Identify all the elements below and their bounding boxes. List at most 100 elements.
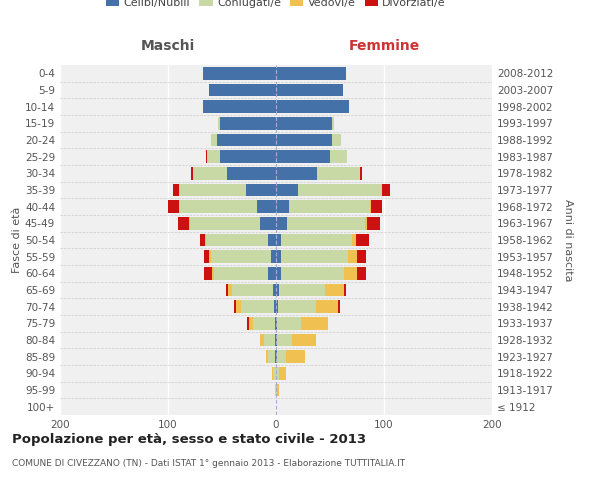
Bar	[325, 284, 344, 296]
Bar	[276, 117, 332, 130]
Bar	[193, 167, 227, 179]
Bar	[214, 267, 268, 280]
Bar	[332, 117, 334, 130]
Bar	[211, 134, 217, 146]
Bar	[260, 217, 276, 230]
Bar	[234, 300, 236, 313]
Bar	[276, 217, 287, 230]
Bar	[247, 317, 249, 330]
Bar	[257, 200, 276, 213]
Bar	[246, 184, 276, 196]
Bar	[286, 350, 305, 363]
Bar	[279, 284, 325, 296]
Bar	[229, 284, 232, 296]
Bar	[276, 350, 277, 363]
Bar	[277, 384, 279, 396]
Text: Femmine: Femmine	[349, 40, 419, 54]
Bar	[206, 234, 268, 246]
Bar	[212, 267, 214, 280]
Bar	[356, 234, 369, 246]
Bar	[357, 250, 365, 263]
Bar	[349, 250, 357, 263]
Bar	[272, 367, 273, 380]
Bar	[276, 184, 298, 196]
Bar	[203, 100, 276, 113]
Bar	[332, 134, 341, 146]
Bar	[168, 200, 179, 213]
Bar	[276, 150, 330, 163]
Bar	[360, 167, 362, 179]
Bar	[209, 250, 211, 263]
Bar	[276, 84, 343, 96]
Bar	[273, 284, 276, 296]
Bar	[206, 150, 207, 163]
Bar	[281, 234, 352, 246]
Bar	[382, 184, 391, 196]
Bar	[370, 200, 371, 213]
Bar	[338, 300, 340, 313]
Bar	[279, 367, 286, 380]
Bar	[276, 67, 346, 80]
Bar	[200, 234, 205, 246]
Bar	[260, 334, 264, 346]
Bar	[220, 150, 276, 163]
Bar	[205, 234, 206, 246]
Bar	[275, 317, 276, 330]
Bar	[173, 184, 179, 196]
Bar	[211, 250, 271, 263]
Bar	[298, 184, 382, 196]
Bar	[276, 167, 317, 179]
Bar	[217, 134, 276, 146]
Bar	[277, 334, 292, 346]
Bar	[268, 234, 276, 246]
Y-axis label: Fasce di età: Fasce di età	[12, 207, 22, 273]
Bar	[207, 150, 220, 163]
Text: Maschi: Maschi	[141, 40, 195, 54]
Bar	[253, 317, 275, 330]
Bar	[271, 250, 276, 263]
Bar	[276, 267, 281, 280]
Bar	[281, 250, 349, 263]
Text: Popolazione per età, sesso e stato civile - 2013: Popolazione per età, sesso e stato civil…	[12, 432, 366, 446]
Bar	[276, 100, 349, 113]
Bar	[317, 167, 360, 179]
Bar	[220, 117, 276, 130]
Bar	[276, 367, 279, 380]
Bar	[292, 334, 316, 346]
Bar	[218, 117, 220, 130]
Bar	[301, 317, 328, 330]
Bar	[236, 300, 241, 313]
Bar	[276, 300, 278, 313]
Legend: Celibi/Nubili, Coniugati/e, Vedovi/e, Divorziati/e: Celibi/Nubili, Coniugati/e, Vedovi/e, Di…	[101, 0, 451, 12]
Bar	[276, 250, 281, 263]
Bar	[275, 384, 276, 396]
Bar	[209, 84, 276, 96]
Bar	[316, 300, 338, 313]
Bar	[289, 200, 370, 213]
Bar	[276, 234, 281, 246]
Bar	[344, 284, 346, 296]
Bar	[232, 284, 273, 296]
Bar	[276, 334, 277, 346]
Bar	[179, 184, 246, 196]
Y-axis label: Anni di nascita: Anni di nascita	[563, 198, 573, 281]
Bar	[281, 267, 344, 280]
Bar	[179, 200, 257, 213]
Bar	[241, 300, 274, 313]
Bar	[226, 284, 229, 296]
Bar	[352, 234, 356, 246]
Bar	[275, 334, 276, 346]
Bar	[371, 200, 382, 213]
Bar	[264, 334, 275, 346]
Bar	[367, 217, 380, 230]
Bar	[190, 217, 260, 230]
Bar	[203, 67, 276, 80]
Bar	[278, 300, 316, 313]
Bar	[330, 150, 347, 163]
Bar	[277, 317, 301, 330]
Bar	[191, 167, 193, 179]
Bar	[287, 217, 365, 230]
Bar	[178, 217, 188, 230]
Bar	[344, 267, 357, 280]
Bar	[276, 317, 277, 330]
